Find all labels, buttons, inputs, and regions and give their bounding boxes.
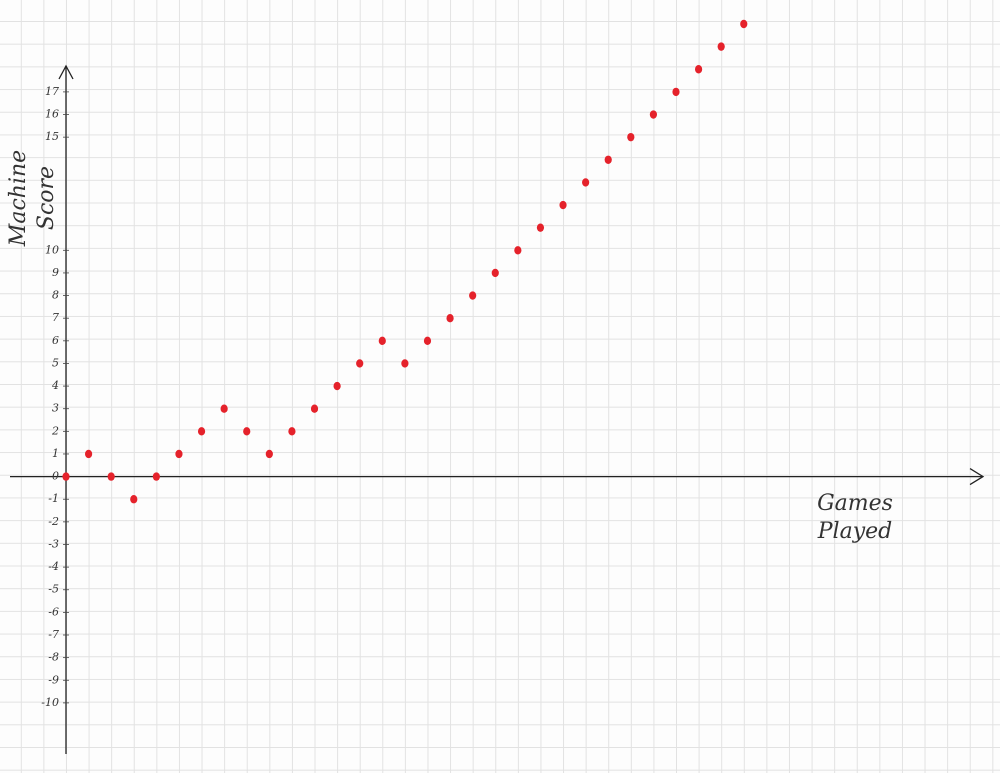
y-tick-label: 1 <box>52 447 59 460</box>
y-tick-label: 15 <box>45 130 59 143</box>
point <box>356 359 364 368</box>
point <box>717 42 725 51</box>
point <box>604 155 612 164</box>
point <box>423 336 432 346</box>
point <box>649 110 658 119</box>
y-tick-label: 17 <box>45 85 59 98</box>
point <box>333 381 341 391</box>
point <box>694 65 703 74</box>
y-tick-label: -2 <box>48 515 59 528</box>
y-tick-label: -8 <box>48 651 59 664</box>
point <box>514 246 522 255</box>
y-axis-label: Machine Score <box>6 149 59 247</box>
y-tick-label: 3 <box>52 402 59 415</box>
point <box>469 291 477 300</box>
y-tick-label: -6 <box>48 605 59 618</box>
point <box>446 313 454 323</box>
y-tick-label: -4 <box>48 560 59 573</box>
point <box>378 336 386 346</box>
point <box>265 449 273 459</box>
y-tick-label: 5 <box>52 356 59 369</box>
point <box>130 495 138 504</box>
point <box>536 223 545 232</box>
point <box>152 472 160 481</box>
point <box>288 427 296 436</box>
point <box>401 359 409 368</box>
y-tick-label: 0 <box>52 470 59 483</box>
point <box>197 427 206 436</box>
y-axis-arrow <box>58 64 74 80</box>
point <box>310 404 319 413</box>
point <box>220 404 228 413</box>
point <box>740 19 748 29</box>
y-tick-label: -3 <box>48 537 59 550</box>
y-tick-label: -5 <box>48 583 59 596</box>
point <box>243 427 251 436</box>
y-tick-label: -9 <box>48 673 59 686</box>
y-tick-label: -10 <box>41 696 59 709</box>
y-tick-label: 2 <box>51 424 59 437</box>
point <box>175 449 183 459</box>
y-tick-label: 8 <box>52 289 59 302</box>
point <box>107 472 115 481</box>
point <box>559 200 567 210</box>
y-tick-label: 4 <box>51 379 59 392</box>
y-tick-label: 9 <box>52 266 59 279</box>
point <box>582 178 590 187</box>
y-tick-label: 16 <box>45 108 59 121</box>
y-tick-label: -1 <box>48 492 59 505</box>
y-tick-label: 7 <box>52 311 59 324</box>
x-axis-label: Games Played <box>817 491 893 544</box>
x-axis-arrow <box>969 468 985 486</box>
y-tick-label: -7 <box>48 628 59 641</box>
point <box>627 132 635 142</box>
y-tick-label: 6 <box>52 334 59 347</box>
point <box>84 449 93 459</box>
point <box>491 268 499 278</box>
point <box>672 87 680 97</box>
point <box>62 472 70 481</box>
y-tick-label: 10 <box>45 243 59 256</box>
